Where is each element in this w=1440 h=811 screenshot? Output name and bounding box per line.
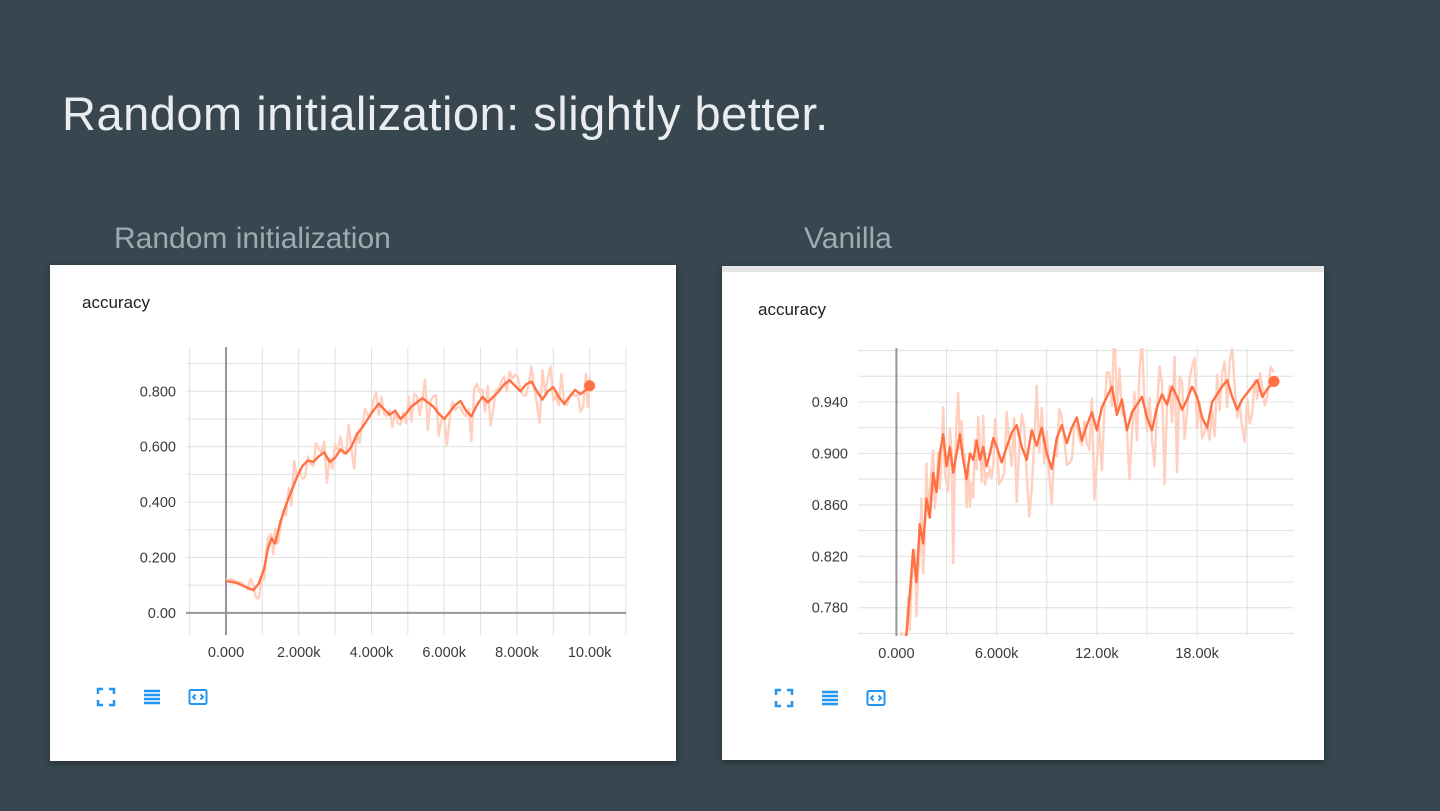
- runs-list-button[interactable]: [818, 684, 846, 712]
- svg-text:8.000k: 8.000k: [495, 645, 539, 661]
- accuracy-chart-vanilla[interactable]: 0.000 6.000k 12.00k 18.00k 0.780 0.820 0.860 0.…: [732, 326, 1310, 678]
- svg-text:18.00k: 18.00k: [1175, 646, 1219, 662]
- chart-title: accuracy: [82, 293, 151, 312]
- svg-text:0.000: 0.000: [878, 646, 914, 662]
- svg-text:0.200: 0.200: [140, 550, 176, 566]
- svg-text:10.00k: 10.00k: [568, 645, 612, 661]
- fit-to-data-button[interactable]: [186, 683, 214, 711]
- panel-label-vanilla: Vanilla: [804, 222, 892, 255]
- fullscreen-button[interactable]: [772, 684, 800, 712]
- svg-text:0.900: 0.900: [812, 446, 848, 462]
- line-chart-svg: 0.000 2.000k 4.000k 6.000k 8.000k 10.00k 0.00 0…: [140, 347, 627, 661]
- fit-to-data-button[interactable]: [864, 684, 892, 712]
- svg-text:6.000k: 6.000k: [422, 645, 466, 661]
- svg-text:0.00: 0.00: [148, 606, 176, 622]
- fit-to-data-icon: [188, 689, 208, 705]
- chart-toolbar: [94, 683, 214, 711]
- svg-text:0.820: 0.820: [812, 549, 848, 565]
- runs-list-icon: [144, 689, 160, 705]
- svg-text:6.000k: 6.000k: [975, 646, 1019, 662]
- fullscreen-icon: [774, 688, 794, 708]
- fullscreen-button[interactable]: [94, 683, 122, 711]
- runs-list-button[interactable]: [140, 683, 168, 711]
- chart-card-vanilla: accuracy 0.000 6.000k 12.00k 18.00k 0.780 0.8…: [722, 266, 1324, 760]
- svg-text:0.780: 0.780: [812, 601, 848, 617]
- panel-top-edge: [722, 266, 1324, 272]
- slide-title: Random initialization: slightly better.: [62, 87, 829, 140]
- panel-label-random-initialization: Random initialization: [114, 222, 391, 255]
- chart-toolbar: [772, 684, 892, 712]
- svg-text:0.860: 0.860: [812, 498, 848, 514]
- line-chart-svg: 0.000 6.000k 12.00k 18.00k 0.780 0.820 0.860 0.…: [812, 348, 1294, 662]
- svg-text:0.600: 0.600: [140, 440, 176, 456]
- chart-card-random-initialization: accuracy 0.000 2.000k 4.000k 6.000k 8.000k 10…: [50, 265, 676, 761]
- svg-text:12.00k: 12.00k: [1075, 646, 1119, 662]
- runs-list-icon: [822, 690, 838, 706]
- svg-text:0.400: 0.400: [140, 495, 176, 511]
- svg-text:2.000k: 2.000k: [277, 645, 321, 661]
- svg-text:0.800: 0.800: [140, 384, 176, 400]
- svg-text:0.000: 0.000: [208, 645, 244, 661]
- svg-text:4.000k: 4.000k: [350, 645, 394, 661]
- chart-title: accuracy: [758, 300, 827, 319]
- accuracy-chart-random-initialization[interactable]: 0.000 2.000k 4.000k 6.000k 8.000k 10.00k 0.00 0…: [60, 325, 642, 677]
- svg-text:0.940: 0.940: [812, 395, 848, 411]
- fullscreen-icon: [96, 687, 116, 707]
- fit-to-data-icon: [866, 690, 886, 706]
